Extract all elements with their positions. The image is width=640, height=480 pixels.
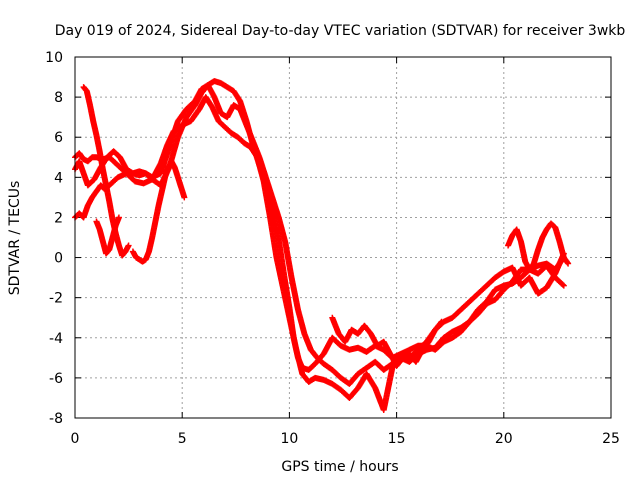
y-tick-label: -4 bbox=[49, 331, 63, 347]
y-tick-label: 8 bbox=[54, 90, 63, 106]
plot-frame bbox=[74, 56, 612, 419]
y-tick-label: 10 bbox=[45, 50, 63, 66]
data-series bbox=[329, 314, 445, 369]
y-axis-label: SDTVAR / TECUs bbox=[7, 181, 23, 296]
y-tick-label: 6 bbox=[54, 130, 63, 146]
x-tick-label: 10 bbox=[280, 431, 298, 447]
data-series bbox=[72, 94, 567, 413]
y-tick-label: -2 bbox=[49, 291, 63, 307]
chart-title: Day 019 of 2024, Sidereal Day-to-day VTE… bbox=[55, 23, 626, 39]
x-tick-label: 5 bbox=[178, 431, 187, 447]
data-point bbox=[560, 282, 567, 289]
x-tick-label: 0 bbox=[71, 431, 80, 447]
data-series bbox=[505, 220, 572, 273]
data-point bbox=[565, 260, 572, 267]
axis-ticks bbox=[74, 56, 612, 419]
y-tick-label: -8 bbox=[49, 411, 63, 427]
data-point bbox=[181, 194, 188, 201]
y-tick-label: 0 bbox=[54, 251, 63, 267]
y-tick-labels: -8 -6 -4 -2 0 2 4 6 8 10 bbox=[45, 50, 63, 427]
data-point bbox=[559, 281, 566, 288]
data-series bbox=[93, 214, 122, 257]
x-tick-label: 20 bbox=[495, 431, 513, 447]
y-tick-label: 2 bbox=[54, 210, 63, 226]
data-series bbox=[72, 78, 567, 373]
grid-lines bbox=[75, 57, 611, 418]
data-series bbox=[72, 82, 567, 387]
data-point bbox=[438, 318, 445, 325]
x-tick-labels: 0 5 10 15 20 25 bbox=[71, 431, 620, 447]
x-tick-label: 25 bbox=[602, 431, 620, 447]
y-tick-label: -6 bbox=[49, 371, 63, 387]
data-series bbox=[129, 158, 188, 265]
x-tick-label: 15 bbox=[388, 431, 406, 447]
data-point bbox=[437, 319, 444, 326]
data-point bbox=[115, 214, 122, 221]
x-axis-label: GPS time / hours bbox=[281, 459, 398, 475]
y-tick-label: 4 bbox=[54, 170, 63, 186]
data-points bbox=[72, 78, 572, 413]
data-point bbox=[125, 242, 132, 249]
